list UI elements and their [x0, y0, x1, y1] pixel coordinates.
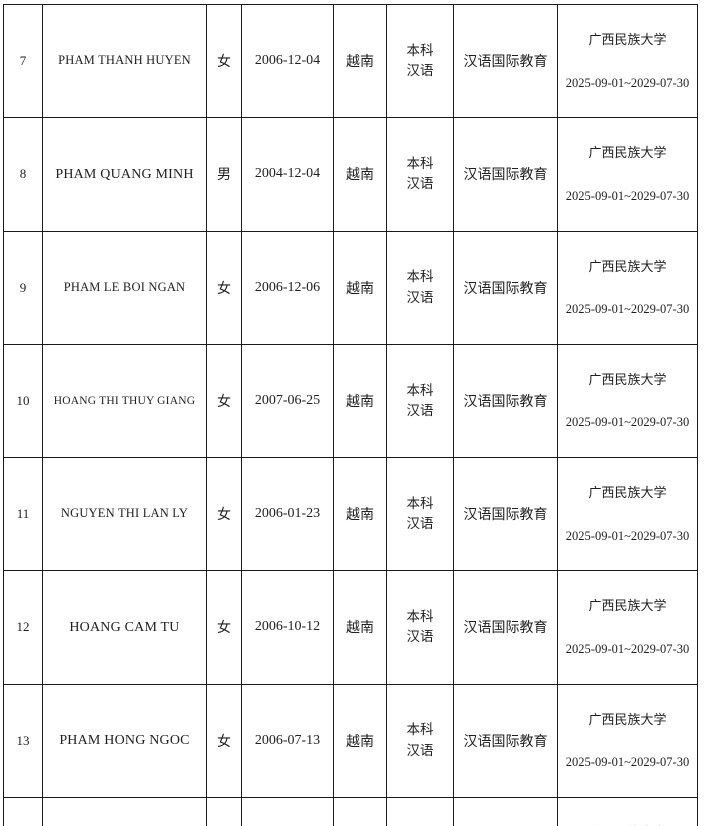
- gender-cell: 女: [206, 796, 242, 826]
- birth-date-cell: 2006-01-23: [241, 456, 334, 572]
- university-period-cell: 广西民族大学 2025-09-01~2029-07-30: [557, 456, 698, 572]
- row-number-cell: 12: [3, 570, 43, 685]
- university-name: 广西民族大学: [588, 258, 667, 274]
- university-name: 广西民族大学: [588, 711, 667, 727]
- row-number-cell: 7: [3, 3, 43, 119]
- birth-date-cell: 2006-12-04: [241, 3, 334, 119]
- university-period-cell: 广西民族大学 2025-09-01~2029-07-30: [557, 117, 698, 232]
- row-number-cell: 14: [3, 796, 43, 826]
- birth-date-cell: 2006-06-28: [241, 796, 334, 826]
- gender-cell: 女: [206, 3, 242, 119]
- major-cell: 汉语国际教育: [453, 456, 558, 572]
- nationality-cell: 越南: [333, 230, 387, 345]
- nationality-cell: 越南: [333, 3, 387, 119]
- gender-cell: 女: [206, 230, 242, 345]
- student-name-cell: PHAM QUANG MINH: [42, 117, 207, 232]
- nationality-cell: 越南: [333, 570, 387, 685]
- nationality-cell: 越南: [333, 683, 387, 798]
- university-period-cell: 广西民族大学 2025-09-01~2029-07-30: [557, 3, 698, 119]
- study-period: 2025-09-01~2029-07-30: [565, 188, 690, 203]
- table-row: 13 PHAM HONG NGOC 女 2006-07-13 越南 本科 汉语 …: [3, 683, 698, 798]
- student-name-cell: NGUYEN BACH HOP: [42, 796, 207, 826]
- study-period: 2025-09-01~2029-07-30: [565, 641, 690, 656]
- program-cell: 本科 汉语: [386, 570, 454, 685]
- university-name: 广西民族大学: [588, 598, 667, 614]
- birth-date-cell: 2004-12-04: [241, 117, 334, 232]
- major-cell: 汉语国际教育: [453, 343, 558, 459]
- major-cell: 汉语国际教育: [453, 570, 558, 685]
- gender-cell: 女: [206, 456, 242, 572]
- study-period: 2025-09-01~2029-07-30: [565, 528, 690, 543]
- nationality-cell: 越南: [333, 343, 387, 459]
- program-cell: 本科 汉语: [386, 683, 454, 798]
- major-cell: 汉语国际教育: [453, 683, 558, 798]
- program-cell: 本科 汉语: [386, 456, 454, 572]
- study-period: 2025-09-01~2029-07-30: [565, 302, 690, 316]
- study-period: 2025-09-01~2029-07-30: [565, 755, 690, 769]
- student-name-cell: PHAM HONG NGOC: [42, 683, 207, 798]
- program-cell: 本科 汉语: [386, 117, 454, 232]
- major-cell: 汉语国际教育: [453, 117, 558, 232]
- table-row: 7 PHAM THANH HUYEN 女 2006-12-04 越南 本科 汉语…: [3, 3, 698, 119]
- program-cell: 本科 汉语: [386, 3, 454, 119]
- student-name-cell: HOANG CAM TU: [42, 570, 207, 685]
- university-period-cell: 广西民族大学 2025-09-01~2029-07-30: [557, 683, 698, 798]
- university-name: 广西民族大学: [560, 823, 695, 826]
- row-number-cell: 10: [3, 343, 43, 459]
- study-period: 2025-09-01~2029-07-30: [565, 415, 690, 430]
- program-cell: 本科 汉语: [386, 230, 454, 345]
- program-cell: 本科 汉语: [386, 796, 454, 826]
- gender-cell: 女: [206, 343, 242, 459]
- student-name-cell: PHAM THANH HUYEN: [42, 3, 207, 119]
- university-name: 广西民族大学: [588, 485, 667, 500]
- row-number-cell: 11: [3, 456, 43, 572]
- roster-body: 7 PHAM THANH HUYEN 女 2006-12-04 越南 本科 汉语…: [3, 3, 698, 826]
- row-number-cell: 8: [3, 117, 43, 232]
- birth-date-cell: 2007-06-25: [241, 343, 334, 459]
- major-cell: 汉语国际教育: [453, 230, 558, 345]
- major-cell: 汉语国际教育: [453, 3, 558, 119]
- table-row: 14 NGUYEN BACH HOP 女 2006-06-28 越南 本科 汉语…: [3, 796, 698, 826]
- table-row: 12 HOANG CAM TU 女 2006-10-12 越南 本科 汉语 汉语…: [3, 570, 698, 685]
- student-roster-table: 7 PHAM THANH HUYEN 女 2006-12-04 越南 本科 汉语…: [3, 3, 698, 826]
- table-row: 10 HOANG THI THUY GIANG 女 2007-06-25 越南 …: [3, 343, 698, 459]
- university-period-cell: 广西民族大学 2025-09-01~2029-07-30: [557, 230, 698, 345]
- study-period: 2025-09-01~2029-07-30: [565, 75, 690, 90]
- student-name-cell: PHAM LE BOI NGAN: [42, 230, 207, 345]
- university-name: 广西民族大学: [588, 145, 667, 161]
- table-row: 9 PHAM LE BOI NGAN 女 2006-12-06 越南 本科 汉语…: [3, 230, 698, 345]
- birth-date-cell: 2006-10-12: [241, 570, 334, 685]
- gender-cell: 女: [206, 683, 242, 798]
- birth-date-cell: 2006-07-13: [241, 683, 334, 798]
- nationality-cell: 越南: [333, 117, 387, 232]
- university-name: 广西民族大学: [588, 371, 667, 387]
- university-period-cell: 广西民族大学 2025-09-01~2029-07-30: [557, 796, 698, 826]
- birth-date-cell: 2006-12-06: [241, 230, 334, 345]
- program-cell: 本科 汉语: [386, 343, 454, 459]
- university-period-cell: 广西民族大学 2025-09-01~2029-07-30: [557, 570, 698, 685]
- university-period-cell: 广西民族大学 2025-09-01~2029-07-30: [557, 343, 698, 459]
- gender-cell: 女: [206, 570, 242, 685]
- row-number-cell: 9: [3, 230, 43, 345]
- nationality-cell: 越南: [333, 456, 387, 572]
- nationality-cell: 越南: [333, 796, 387, 826]
- table-row: 8 PHAM QUANG MINH 男 2004-12-04 越南 本科 汉语 …: [3, 117, 698, 232]
- student-name-cell: NGUYEN THI LAN LY: [42, 456, 207, 572]
- student-name-cell: HOANG THI THUY GIANG: [42, 343, 207, 459]
- row-number-cell: 13: [3, 683, 43, 798]
- university-name: 广西民族大学: [588, 32, 667, 47]
- table-row: 11 NGUYEN THI LAN LY 女 2006-01-23 越南 本科 …: [3, 456, 698, 572]
- gender-cell: 男: [206, 117, 242, 232]
- major-cell: 汉语国际教育: [453, 796, 558, 826]
